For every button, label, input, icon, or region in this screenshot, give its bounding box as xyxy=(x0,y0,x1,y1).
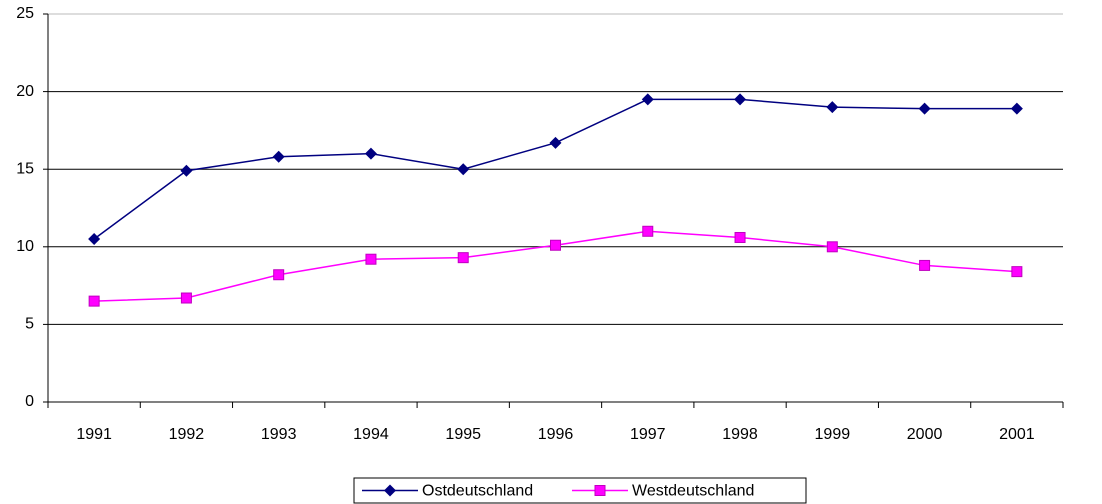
legend-label: Westdeutschland xyxy=(632,483,754,500)
point xyxy=(365,253,377,265)
point xyxy=(734,231,746,243)
point xyxy=(594,485,606,496)
point xyxy=(734,93,747,106)
point xyxy=(88,295,100,307)
x-tick-label: 1991 xyxy=(76,426,112,443)
x-tick-label: 1995 xyxy=(445,426,481,443)
x-tick-label: 1993 xyxy=(261,426,297,443)
y-tick-label: 15 xyxy=(16,160,34,177)
point xyxy=(549,136,562,149)
point xyxy=(272,150,285,163)
point xyxy=(457,252,469,264)
point xyxy=(273,269,285,281)
x-tick-label: 1996 xyxy=(538,426,574,443)
x-tick-label: 1998 xyxy=(722,426,758,443)
x-tick-label: 1999 xyxy=(815,426,851,443)
point xyxy=(180,164,193,177)
x-tick-label: 1992 xyxy=(169,426,205,443)
point xyxy=(826,101,839,114)
x-tick-label: 2000 xyxy=(907,426,943,443)
x-tick-label: 2001 xyxy=(999,426,1035,443)
point xyxy=(88,233,101,246)
point xyxy=(919,259,931,271)
point xyxy=(918,102,931,115)
y-tick-label: 0 xyxy=(25,393,34,410)
point xyxy=(1010,102,1023,115)
point xyxy=(384,484,396,497)
point xyxy=(641,93,654,106)
point xyxy=(826,241,838,253)
legend-label: Ostdeutschland xyxy=(422,483,533,500)
y-tick-label: 5 xyxy=(25,316,34,333)
point xyxy=(550,239,561,251)
y-tick-label: 20 xyxy=(16,83,34,100)
point xyxy=(180,292,192,304)
point xyxy=(1011,266,1023,278)
point xyxy=(457,163,470,176)
x-tick-label: 1994 xyxy=(353,426,389,443)
y-tick-label: 10 xyxy=(16,238,34,255)
x-tick-label: 1997 xyxy=(630,426,666,443)
point xyxy=(364,147,377,160)
point xyxy=(642,225,654,237)
y-tick-label: 25 xyxy=(16,5,34,22)
